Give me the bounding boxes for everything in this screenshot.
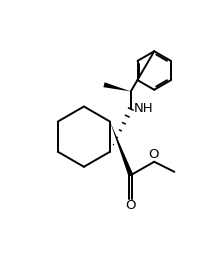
Text: O: O <box>125 199 136 212</box>
Text: NH: NH <box>133 102 153 115</box>
Text: O: O <box>148 148 159 161</box>
Polygon shape <box>110 122 133 176</box>
Polygon shape <box>103 82 131 91</box>
